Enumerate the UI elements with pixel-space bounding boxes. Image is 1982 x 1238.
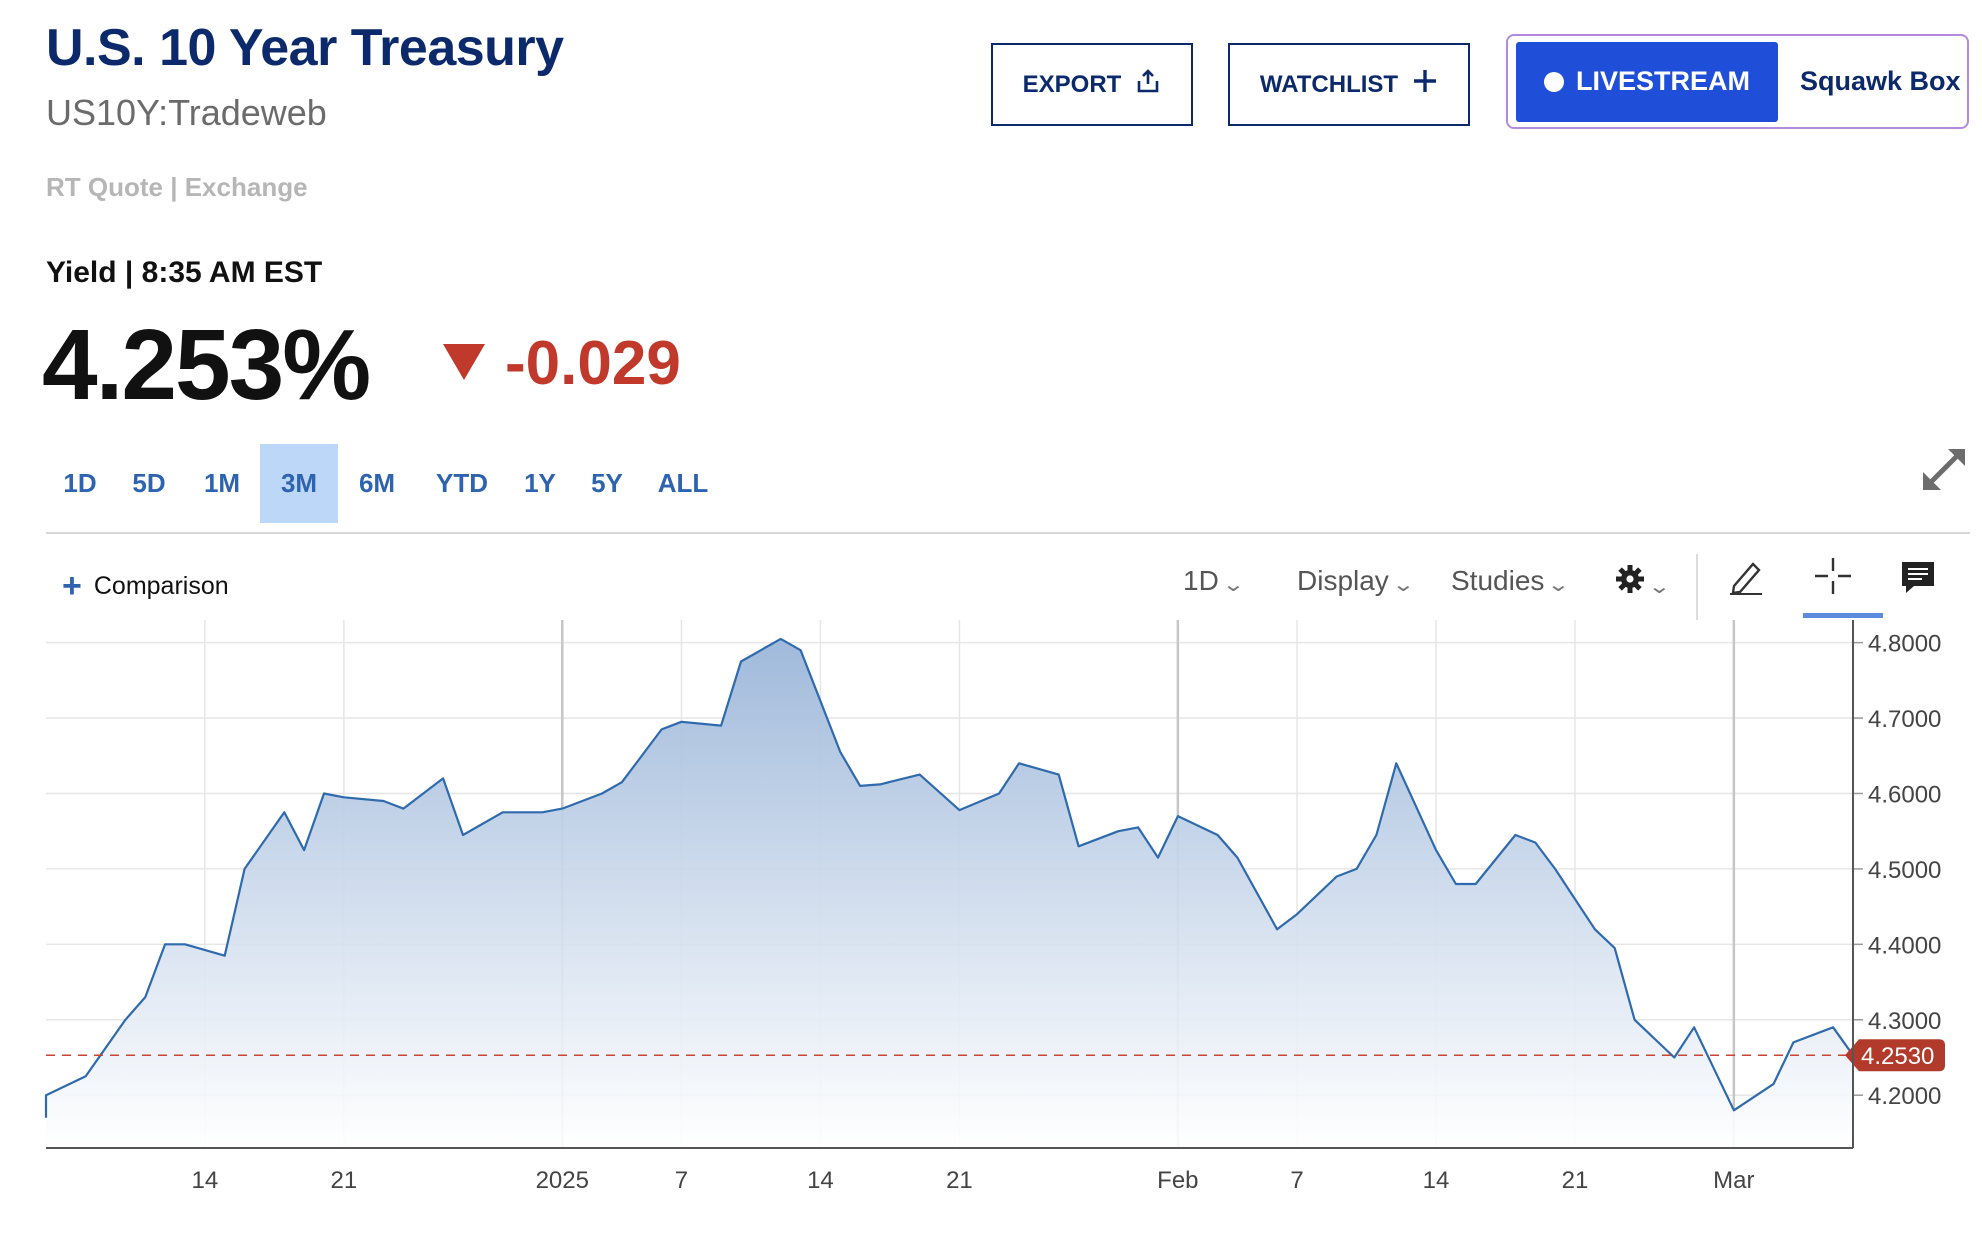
watchlist-button[interactable]: WATCHLIST: [1228, 43, 1470, 126]
crosshair-icon[interactable]: [1813, 556, 1853, 601]
crosshair-active-indicator: [1803, 613, 1883, 618]
plus-icon: +: [62, 567, 82, 605]
livestream-label: LIVESTREAM: [1575, 66, 1750, 96]
x-tick-label: 14: [807, 1167, 834, 1194]
watchlist-label: WATCHLIST: [1259, 70, 1399, 98]
studies-dropdown[interactable]: Studies ⌄: [1451, 564, 1571, 597]
current-value-label: 4.2530: [1861, 1043, 1934, 1070]
display-dropdown[interactable]: Display ⌄: [1297, 564, 1415, 597]
comparison-label: Comparison: [93, 572, 229, 600]
settings-dropdown[interactable]: ⌄: [1615, 564, 1672, 601]
settings-icon: [1615, 564, 1645, 601]
chart-axes: 4.8000 4.7000 4.6000 4.5000 4.4000 4.3000 4.20…: [46, 620, 1941, 1194]
comparison-button[interactable]: + Comparison: [62, 567, 229, 605]
x-tick-label: Mar: [1713, 1167, 1754, 1194]
comment-icon[interactable]: [1898, 558, 1938, 603]
chevron-down-icon: ⌄: [1647, 576, 1672, 598]
y-tick-label: 4.2000: [1868, 1083, 1941, 1110]
yield-chart[interactable]: 4.2530 4.8000 4.7000 4.6000 4.5000 4.4000 4.3…: [0, 620, 1982, 1220]
yield-timestamp: Yield | 8:35 AM EST: [46, 256, 323, 289]
y-tick-label: 4.3000: [1868, 1008, 1941, 1035]
share-icon: [1135, 68, 1161, 101]
export-label: EXPORT: [1022, 70, 1122, 98]
pencil-icon[interactable]: [1726, 556, 1766, 601]
range-tab-6m[interactable]: 6M: [358, 468, 396, 498]
y-tick-label: 4.5000: [1868, 857, 1941, 884]
chevron-down-icon: ⌄: [1547, 574, 1571, 596]
current-value-badge: [1845, 1039, 1945, 1072]
expand-icon[interactable]: [1918, 443, 1970, 500]
section-divider: [46, 532, 1970, 534]
display-label: Display: [1297, 564, 1389, 596]
range-tab-ytd[interactable]: YTD: [436, 468, 488, 498]
interval-dropdown[interactable]: 1D ⌄: [1183, 564, 1245, 597]
toolbar-separator: [1696, 554, 1698, 620]
y-tick-label: 4.7000: [1868, 706, 1941, 733]
range-tab-1d[interactable]: 1D: [63, 468, 97, 498]
plus-icon: [1412, 68, 1438, 101]
y-tick-label: 4.4000: [1868, 932, 1941, 959]
x-tick-label: 21: [946, 1167, 973, 1194]
yield-area: [46, 638, 1853, 1148]
x-tick-label: 14: [192, 1167, 219, 1194]
yield-line: [44, 637, 1854, 1118]
x-tick-label: 21: [331, 1167, 358, 1194]
y-tick-label: 4.8000: [1868, 631, 1941, 658]
livestream-button[interactable]: LIVESTREAM: [1516, 41, 1778, 122]
x-tick-label: Feb: [1157, 1167, 1198, 1194]
range-tab-1m[interactable]: 1M: [203, 468, 241, 498]
change-value: -0.029: [505, 329, 681, 398]
x-tick-label: 7: [1290, 1167, 1303, 1194]
y-tick-label: 4.6000: [1868, 781, 1941, 808]
down-arrow-icon: [443, 344, 485, 380]
chevron-down-icon: ⌄: [1391, 574, 1415, 596]
export-button[interactable]: EXPORT: [991, 43, 1193, 126]
studies-label: Studies: [1451, 564, 1545, 596]
interval-label: 1D: [1183, 564, 1219, 596]
x-tick-label: 21: [1562, 1167, 1589, 1194]
range-tab-5d[interactable]: 5D: [132, 468, 166, 498]
range-tab-3m[interactable]: 3M: [260, 444, 338, 523]
range-tab-1y[interactable]: 1Y: [524, 468, 556, 498]
price-value: 4.253%: [42, 309, 371, 421]
x-tick-label: 7: [675, 1167, 688, 1194]
range-selector: 1D 5D 1M 3M 6M YTD 1Y 5Y ALL: [46, 444, 724, 523]
live-dot-icon: [1543, 71, 1564, 92]
range-tab-all[interactable]: ALL: [657, 468, 709, 498]
x-tick-label: 14: [1423, 1167, 1450, 1194]
x-tick-label: 2025: [536, 1167, 589, 1194]
quote-type-label: RT Quote | Exchange: [46, 172, 308, 202]
livestream-widget: LIVESTREAM Squawk Box: [1506, 34, 1969, 129]
symbol-label: US10Y:Tradeweb: [46, 92, 327, 133]
chevron-down-icon: ⌄: [1221, 574, 1245, 596]
range-tab-5y[interactable]: 5Y: [591, 468, 623, 498]
chart-markers: 4.2530: [44, 637, 1945, 1118]
page-title: U.S. 10 Year Treasury: [46, 19, 564, 77]
squawk-box-link[interactable]: Squawk Box: [1800, 66, 1961, 96]
